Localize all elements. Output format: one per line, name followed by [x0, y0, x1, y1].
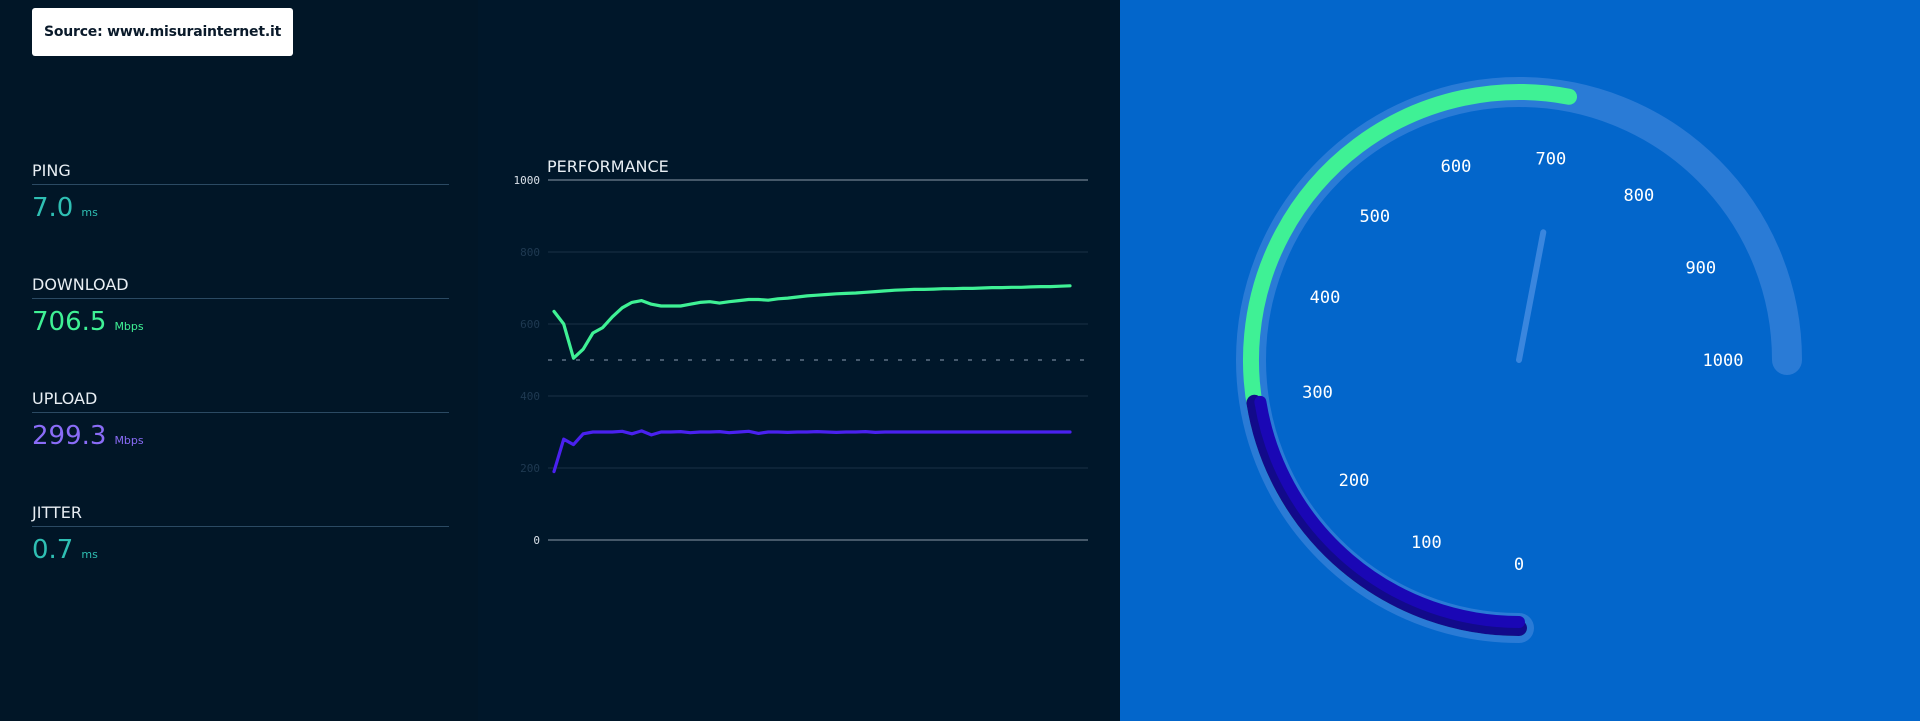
gauge-tick-label: 600 — [1441, 157, 1472, 177]
download-unit: Mbps — [114, 320, 144, 333]
performance-series — [552, 284, 1072, 474]
performance-panel: PERFORMANCE 0 200 400 600 800 1000 — [478, 0, 1120, 721]
y-tick-label: 800 — [520, 246, 540, 259]
speed-gauge: 0 100 200 300 400 500 600 700 800 900 1000 — [1236, 77, 1802, 643]
gauge-tick-labels: 0 100 200 300 400 500 600 700 800 900 1000 — [1302, 150, 1743, 576]
gauge-tick-label: 400 — [1310, 288, 1341, 308]
ping-label: PING — [32, 160, 449, 185]
source-badge[interactable]: Source: www.misurainternet.it — [32, 8, 293, 56]
gauge-tick-label: 100 — [1411, 533, 1442, 553]
ping-unit: ms — [81, 206, 98, 219]
gauge-tick-label: 700 — [1536, 150, 1567, 170]
gauge-needle-line — [1516, 229, 1547, 363]
gauge-upload-arc-outline — [1246, 394, 1527, 636]
jitter-value: 0.7 — [32, 535, 74, 565]
upload-series-line — [552, 429, 1072, 474]
performance-grid — [548, 179, 1088, 541]
ping-value: 7.0 — [32, 193, 74, 223]
gauge-tick-label: 1000 — [1703, 351, 1744, 371]
upload-label: UPLOAD — [32, 388, 449, 413]
gauge-fill — [1242, 84, 1578, 636]
y-tick-label: 0 — [533, 534, 540, 547]
download-metric: DOWNLOAD 706.5 Mbps — [32, 274, 449, 337]
performance-chart: PERFORMANCE 0 200 400 600 800 1000 — [514, 157, 1088, 547]
ping-metric: PING 7.0 ms — [32, 160, 449, 223]
metrics-panel: Source: www.misurainternet.it PING 7.0 m… — [0, 0, 478, 721]
gauge-tick-label: 800 — [1624, 186, 1655, 206]
upload-unit: Mbps — [114, 434, 144, 447]
performance-title: PERFORMANCE — [547, 157, 669, 176]
gauge-tick-label: 200 — [1339, 471, 1370, 491]
y-tick-label: 600 — [520, 318, 540, 331]
gauge-panel: 0 100 200 300 400 500 600 700 800 900 1000 — [1120, 0, 1920, 721]
download-label: DOWNLOAD — [32, 274, 449, 299]
gauge-needle — [1516, 229, 1547, 363]
y-tick-label: 200 — [520, 462, 540, 475]
gauge-tick-label: 900 — [1685, 258, 1716, 278]
download-value: 706.5 — [32, 307, 107, 337]
gauge-tick-label: 500 — [1359, 207, 1390, 227]
upload-value: 299.3 — [32, 421, 107, 451]
gauge-tick-label: 0 — [1514, 555, 1524, 575]
y-tick-label: 400 — [520, 390, 540, 403]
upload-metric: UPLOAD 299.3 Mbps — [32, 388, 449, 451]
jitter-unit: ms — [81, 548, 98, 561]
gauge-tick-label: 300 — [1302, 383, 1333, 403]
gauge-upload-arc — [1254, 395, 1525, 628]
jitter-metric: JITTER 0.7 ms — [32, 502, 449, 565]
jitter-label: JITTER — [32, 502, 449, 527]
performance-y-ticks: 0 200 400 600 800 1000 — [514, 174, 541, 547]
download-series-line — [552, 284, 1072, 360]
y-tick-label: 1000 — [514, 174, 541, 187]
